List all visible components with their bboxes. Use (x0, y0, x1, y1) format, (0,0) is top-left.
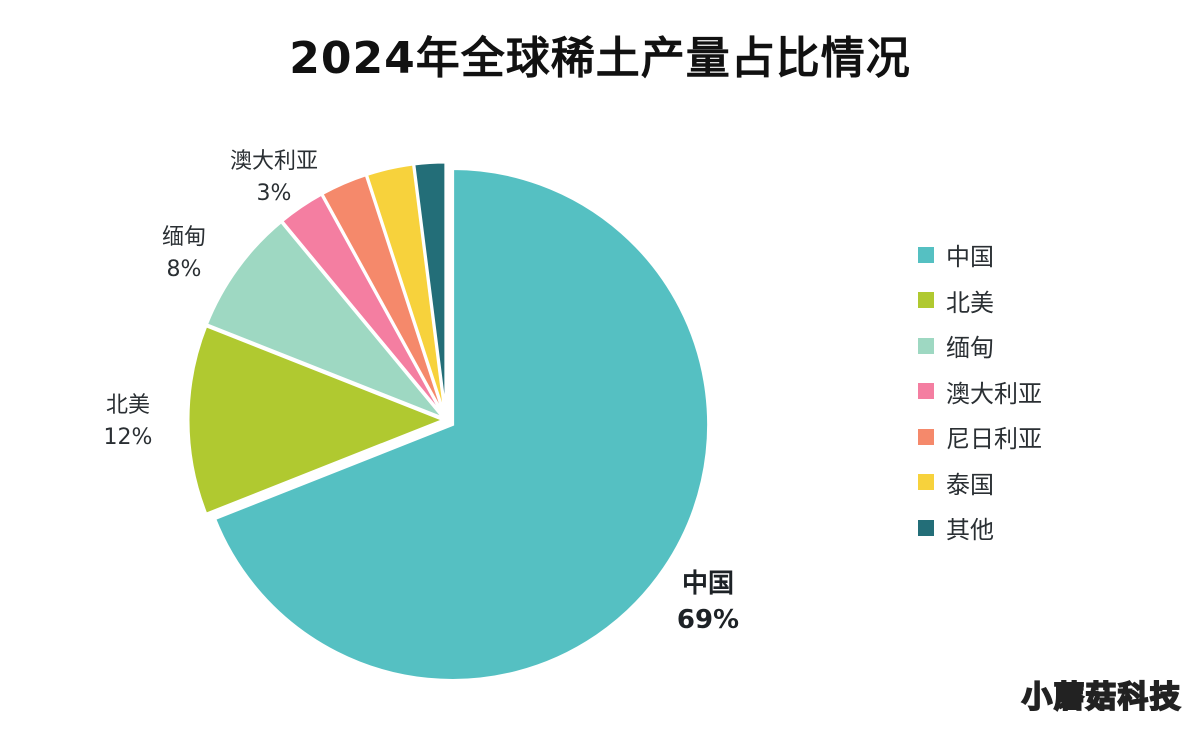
legend-swatch (918, 428, 934, 445)
pie-slice-1 (212, 166, 711, 682)
legend-item: 缅甸 (918, 323, 1188, 369)
watermark: 小蘑菇科技 (1021, 679, 1182, 716)
slice-label-value-1: 69% (677, 605, 739, 635)
legend-label: 北美 (946, 288, 994, 317)
slice-label-value-2: 12% (104, 425, 153, 450)
chart-title: 2024年全球稀土产量占比情况 (289, 33, 911, 84)
legend-swatch (918, 474, 934, 491)
legend-swatch (918, 519, 934, 536)
legend-label: 其他 (946, 516, 994, 545)
slice-label-name-2: 北美 (106, 393, 150, 418)
legend-item: 尼日利亚 (918, 414, 1188, 460)
slice-label-name-1: 中国 (682, 569, 734, 599)
legend-label: 泰国 (946, 470, 994, 499)
pie-slice-3 (204, 219, 446, 421)
legend-swatch (918, 383, 934, 400)
legend-label: 澳大利亚 (946, 379, 1042, 408)
legend-item: 澳大利亚 (918, 369, 1188, 415)
slice-label-name-4: 澳大利亚 (230, 149, 318, 174)
legend-item: 中国 (918, 232, 1188, 278)
pie-slice-7 (412, 160, 448, 419)
slice-label-name-3: 缅甸 (162, 225, 206, 250)
legend-item: 泰国 (918, 460, 1188, 506)
slice-label-value-3: 8% (167, 257, 202, 282)
legend-label: 缅甸 (946, 334, 994, 363)
legend-swatch (918, 292, 934, 309)
pie-slice-2 (186, 323, 449, 517)
legend-item: 北美 (918, 278, 1188, 324)
legend-label: 尼日利亚 (946, 425, 1042, 454)
legend-label: 中国 (946, 243, 994, 272)
slice-label-value-4: 3% (257, 181, 292, 206)
legend: 中国北美缅甸澳大利亚尼日利亚泰国其他 (918, 232, 1188, 551)
legend-swatch (918, 246, 934, 263)
legend-item: 其他 (918, 505, 1188, 551)
legend-swatch (918, 337, 934, 354)
